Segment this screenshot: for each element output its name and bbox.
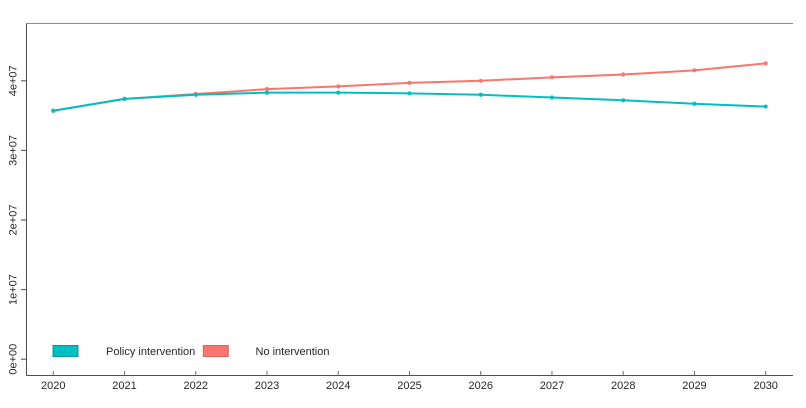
- data-point-no-intervention-2026: [478, 78, 483, 83]
- data-point-policy-intervention-2026: [478, 92, 483, 97]
- y-tick-label: 0e+00: [8, 344, 20, 375]
- legend: Policy intervention No intervention: [52, 345, 330, 358]
- x-tick-label: 2028: [611, 380, 635, 392]
- legend-swatch-policy-intervention: [52, 345, 79, 357]
- series-no-intervention: [51, 61, 768, 113]
- y-tick-label: 2e+07: [8, 205, 20, 236]
- data-point-no-intervention-2025: [407, 80, 412, 85]
- data-point-policy-intervention-2025: [407, 91, 412, 96]
- x-tick-label: 2021: [112, 380, 136, 392]
- data-point-policy-intervention-2028: [621, 98, 626, 103]
- data-point-policy-intervention-2023: [264, 90, 270, 95]
- legend-label-policy-intervention: Policy intervention: [106, 346, 195, 358]
- series-policy-intervention: [51, 90, 768, 113]
- x-tick-label: 2030: [753, 380, 777, 392]
- x-tick-label: 2023: [255, 380, 279, 392]
- data-point-policy-intervention-2022: [193, 92, 198, 97]
- y-axis: 0e+00 1e+07 2e+07 3e+07 4e+07: [8, 65, 27, 375]
- legend-label-no-intervention: No intervention: [256, 346, 330, 358]
- x-tick-label: 2029: [682, 380, 706, 392]
- y-tick-label: 4e+07: [8, 65, 20, 96]
- data-point-no-intervention-2027: [549, 75, 555, 80]
- data-point-no-intervention-2030: [763, 61, 768, 66]
- data-point-no-intervention-2029: [692, 68, 697, 73]
- data-point-no-intervention-2028: [621, 72, 626, 77]
- x-tick-label: 2024: [326, 380, 350, 392]
- x-tick-label: 2020: [41, 380, 65, 392]
- data-point-policy-intervention-2020: [51, 108, 56, 113]
- x-tick-label: 2025: [397, 380, 421, 392]
- data-point-no-intervention-2024: [336, 84, 341, 89]
- x-tick-label: 2027: [540, 380, 564, 392]
- data-point-policy-intervention-2021: [122, 96, 127, 101]
- legend-swatch-no-intervention: [202, 345, 229, 357]
- data-point-policy-intervention-2029: [692, 101, 697, 106]
- data-point-policy-intervention-2027: [549, 95, 555, 100]
- data-point-policy-intervention-2024: [336, 90, 341, 95]
- x-tick-label: 2026: [468, 380, 492, 392]
- data-point-policy-intervention-2030: [763, 104, 768, 109]
- series-line-no-intervention: [52, 62, 767, 112]
- data-point-no-intervention-2023: [264, 87, 270, 92]
- y-tick-label: 1e+07: [8, 274, 20, 305]
- x-tick-label: 2022: [184, 380, 208, 392]
- y-tick-label: 3e+07: [8, 135, 20, 166]
- x-axis: 2020 2021 2022 2023 2024 2025 2026 2027 2028 2029…: [41, 371, 778, 392]
